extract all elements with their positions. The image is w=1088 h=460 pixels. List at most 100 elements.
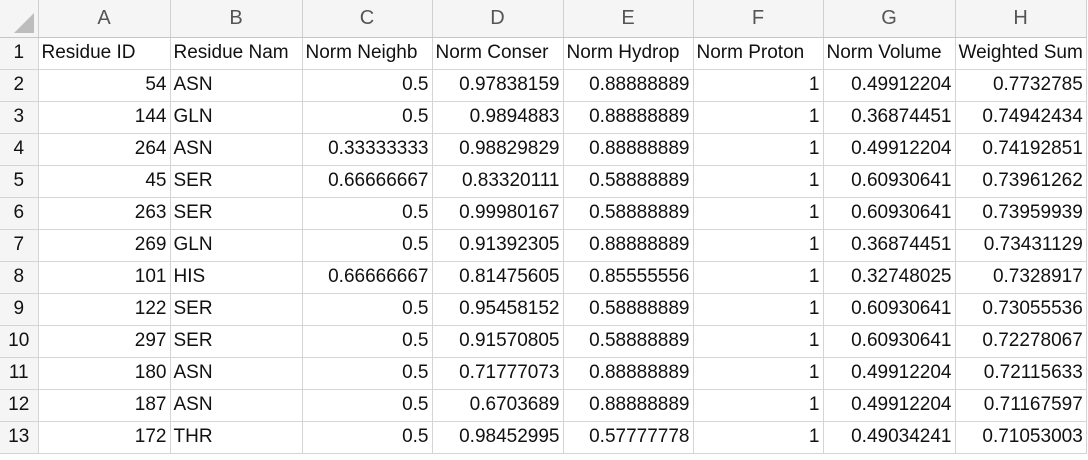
cell[interactable]: 0.49912204 (823, 357, 956, 390)
cell[interactable]: 0.5 (302, 389, 433, 422)
cell[interactable]: 0.58888889 (563, 165, 694, 198)
cell[interactable]: 0.73431129 (955, 229, 1087, 262)
cell[interactable]: 0.88888889 (563, 229, 694, 262)
column-header[interactable]: D (432, 0, 564, 38)
cell[interactable]: 0.36874451 (823, 101, 956, 134)
cell[interactable]: 0.83320111 (432, 165, 564, 198)
column-header[interactable]: F (693, 0, 824, 38)
cell[interactable]: Norm Hydrop (563, 37, 694, 70)
cell[interactable]: 0.81475605 (432, 261, 564, 294)
cell[interactable]: 0.5 (302, 325, 433, 358)
column-header[interactable]: C (302, 0, 433, 38)
cell[interactable]: 264 (38, 133, 171, 166)
cell[interactable]: 0.73959939 (955, 197, 1087, 230)
cell[interactable]: 0.60930641 (823, 197, 956, 230)
cell[interactable]: 1 (693, 197, 824, 230)
cell[interactable]: 0.98452995 (432, 421, 564, 454)
cell[interactable]: Norm Neighb (302, 37, 433, 70)
cell[interactable]: Residue ID (38, 37, 171, 70)
cell[interactable]: 180 (38, 357, 171, 390)
cell[interactable]: HIS (170, 261, 303, 294)
cell[interactable]: 0.88888889 (563, 69, 694, 102)
row-header[interactable]: 7 (0, 229, 39, 262)
cell[interactable]: 0.72278067 (955, 325, 1087, 358)
cell[interactable]: 0.5 (302, 69, 433, 102)
cell[interactable]: 0.85555556 (563, 261, 694, 294)
row-header[interactable]: 3 (0, 101, 39, 134)
cell[interactable]: ASN (170, 69, 303, 102)
cell[interactable]: 0.49912204 (823, 133, 956, 166)
cell[interactable]: 0.5 (302, 293, 433, 326)
cell[interactable]: 0.74942434 (955, 101, 1087, 134)
column-header[interactable]: E (563, 0, 694, 38)
cell[interactable]: 0.66666667 (302, 261, 433, 294)
cell[interactable]: 0.91392305 (432, 229, 564, 262)
cell[interactable]: 297 (38, 325, 171, 358)
row-header[interactable]: 10 (0, 325, 39, 358)
cell[interactable]: 0.99980167 (432, 197, 564, 230)
cell[interactable]: SER (170, 325, 303, 358)
cell[interactable]: 0.36874451 (823, 229, 956, 262)
cell[interactable]: SER (170, 197, 303, 230)
cell[interactable]: 1 (693, 261, 824, 294)
row-header[interactable]: 6 (0, 197, 39, 230)
cell[interactable]: 0.7732785 (955, 69, 1087, 102)
cell[interactable]: 0.73961262 (955, 165, 1087, 198)
cell[interactable]: 1 (693, 421, 824, 454)
cell[interactable]: Norm Volume (823, 37, 956, 70)
cell[interactable]: SER (170, 165, 303, 198)
cell[interactable]: Norm Conser (432, 37, 564, 70)
cell[interactable]: 101 (38, 261, 171, 294)
cell[interactable]: SER (170, 293, 303, 326)
column-header[interactable]: H (955, 0, 1087, 38)
cell[interactable]: 1 (693, 389, 824, 422)
cell[interactable]: 0.88888889 (563, 101, 694, 134)
cell[interactable]: 1 (693, 133, 824, 166)
column-header[interactable]: G (823, 0, 956, 38)
row-header[interactable]: 2 (0, 69, 39, 102)
cell[interactable]: 0.91570805 (432, 325, 564, 358)
cell[interactable]: ASN (170, 357, 303, 390)
row-header[interactable]: 5 (0, 165, 39, 198)
cell[interactable]: 0.88888889 (563, 357, 694, 390)
cell[interactable]: 0.58888889 (563, 293, 694, 326)
cell[interactable]: 0.33333333 (302, 133, 433, 166)
row-header[interactable]: 12 (0, 389, 39, 422)
cell[interactable]: 0.58888889 (563, 197, 694, 230)
cell[interactable]: 0.95458152 (432, 293, 564, 326)
column-header[interactable]: A (38, 0, 171, 38)
cell[interactable]: 0.5 (302, 101, 433, 134)
cell[interactable]: 269 (38, 229, 171, 262)
cell[interactable]: GLN (170, 101, 303, 134)
cell[interactable]: THR (170, 421, 303, 454)
cell[interactable]: 0.71777073 (432, 357, 564, 390)
cell[interactable]: 0.5 (302, 421, 433, 454)
cell[interactable]: 187 (38, 389, 171, 422)
cell[interactable]: 0.60930641 (823, 325, 956, 358)
cell[interactable]: ASN (170, 133, 303, 166)
cell[interactable]: 263 (38, 197, 171, 230)
cell[interactable]: 0.5 (302, 197, 433, 230)
cell[interactable]: 0.74192851 (955, 133, 1087, 166)
row-header[interactable]: 13 (0, 421, 39, 454)
cell[interactable]: 1 (693, 357, 824, 390)
select-all-corner[interactable] (0, 0, 39, 38)
cell[interactable]: 0.97838159 (432, 69, 564, 102)
cell[interactable]: 0.49034241 (823, 421, 956, 454)
cell[interactable]: 172 (38, 421, 171, 454)
cell[interactable]: 0.32748025 (823, 261, 956, 294)
cell[interactable]: 1 (693, 325, 824, 358)
cell[interactable]: 0.71167597 (955, 389, 1087, 422)
cell[interactable]: 0.73055536 (955, 293, 1087, 326)
cell[interactable]: GLN (170, 229, 303, 262)
cell[interactable]: 1 (693, 229, 824, 262)
cell[interactable]: 0.7328917 (955, 261, 1087, 294)
cell[interactable]: 54 (38, 69, 171, 102)
cell[interactable]: 45 (38, 165, 171, 198)
cell[interactable]: 0.58888889 (563, 325, 694, 358)
cell[interactable]: 122 (38, 293, 171, 326)
cell[interactable]: ASN (170, 389, 303, 422)
column-header[interactable]: B (170, 0, 303, 38)
row-header[interactable]: 4 (0, 133, 39, 166)
cell[interactable]: 144 (38, 101, 171, 134)
